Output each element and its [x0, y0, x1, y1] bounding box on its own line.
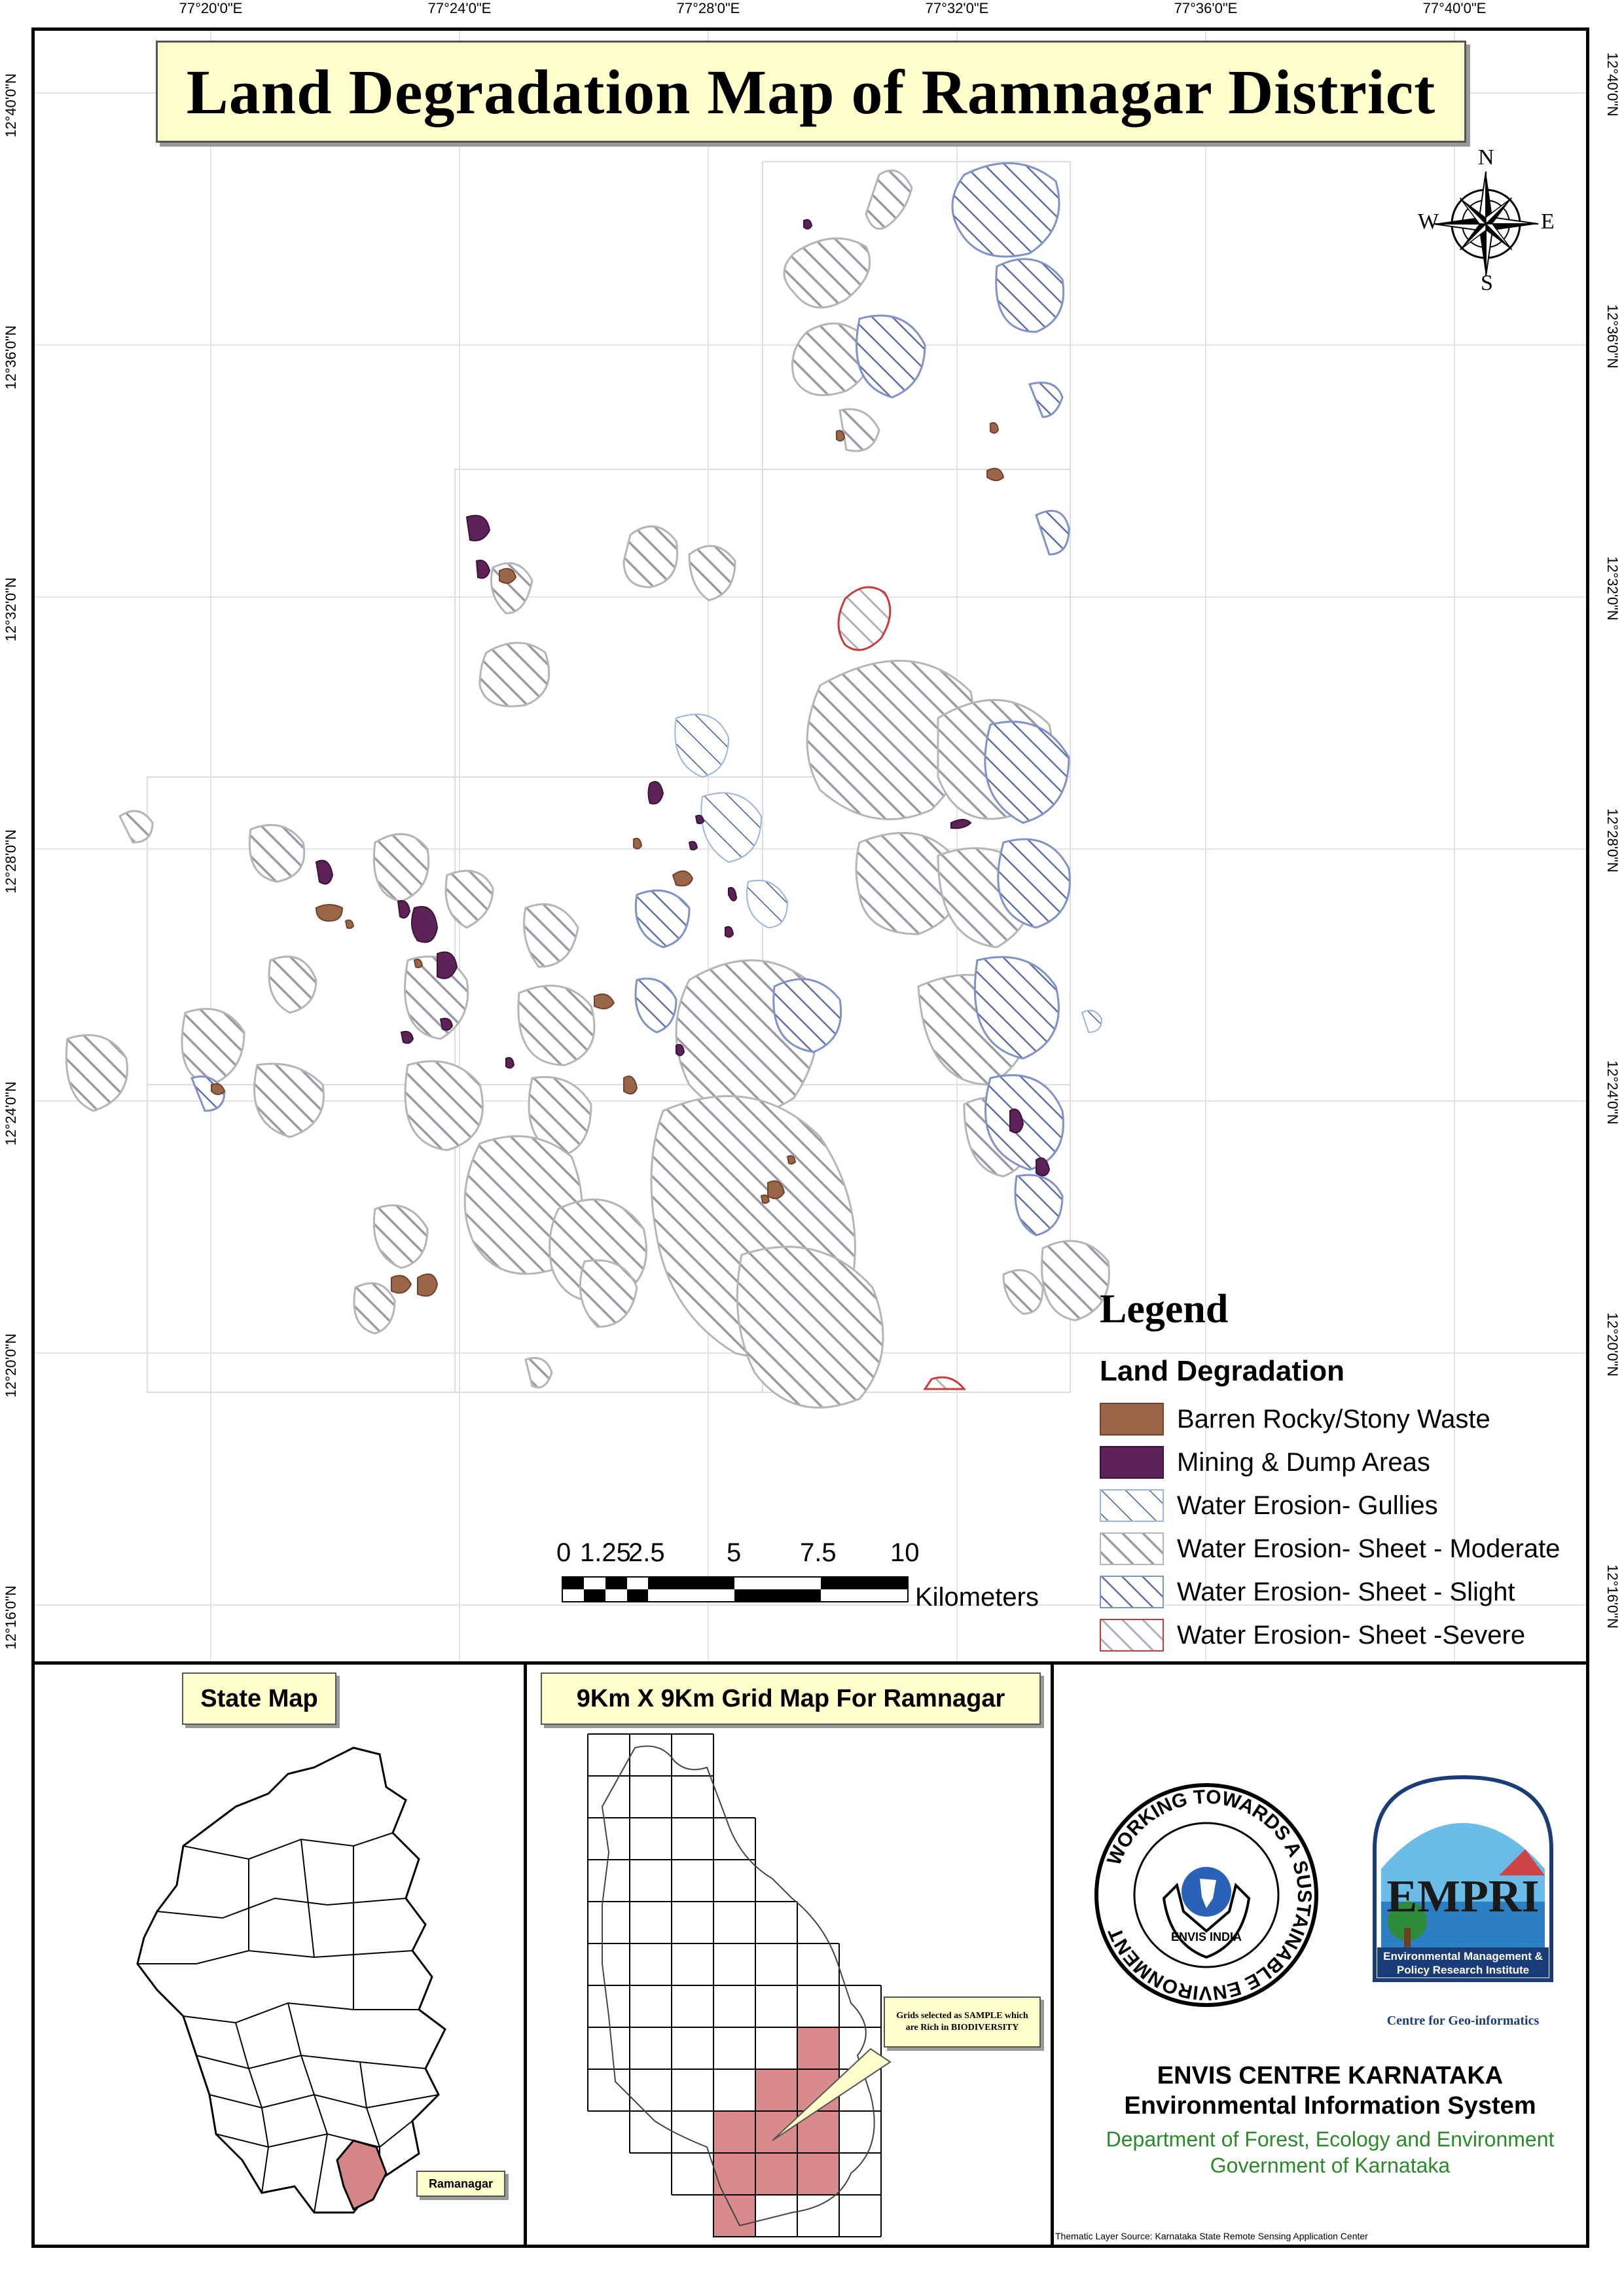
scale-label: 5	[727, 1538, 742, 1567]
envis-center-text: ENVIS INDIA	[1171, 1930, 1242, 1943]
data-source-note: Thematic Layer Source: Karnataka State R…	[1055, 2231, 1368, 2241]
scale-bar-graphic	[562, 1576, 909, 1602]
lat-tick: 12°20'0"N	[3, 1333, 19, 1398]
envis-system-name: Environmental Information System	[1124, 2092, 1536, 2120]
karnataka-state-map	[136, 1746, 446, 2214]
legend-label: Water Erosion- Sheet -Severe	[1177, 1620, 1526, 1650]
empri-logo: EMPRI	[1373, 1775, 1553, 1982]
lat-tick: 12°16'0"N	[3, 1585, 19, 1650]
legend-label: Mining & Dump Areas	[1177, 1447, 1430, 1477]
gully-areas	[674, 714, 1103, 1034]
map-frame	[31, 27, 1589, 2248]
legend-swatch	[1100, 1532, 1164, 1565]
lon-tick: 77°40'0"E	[1422, 0, 1487, 16]
legend-swatch	[1100, 1403, 1164, 1436]
lat-tick: 12°32'0"N	[3, 577, 19, 642]
legend-item: Water Erosion- Sheet - Slight	[1100, 1574, 1515, 1610]
legend-swatch	[1100, 1489, 1164, 1522]
grid-map-title: 9Km X 9Km Grid Map For Ramnagar	[541, 1672, 1041, 1725]
scale-label: 0	[556, 1538, 571, 1567]
department-name: Department of Forest, Ecology and Enviro…	[1106, 2127, 1555, 2151]
barren-rocky-areas	[211, 422, 1005, 1297]
legend-subtitle: Land Degradation	[1100, 1355, 1345, 1387]
map-title-box: Land Degradation Map of Ramnagar Distric…	[156, 41, 1466, 143]
sheet-severe-areas	[837, 586, 967, 1390]
scale-label: 2.5	[628, 1538, 665, 1567]
mining-dump-areas	[315, 219, 1051, 1176]
south-label: S	[1481, 271, 1493, 295]
empri-caption: Environmental Management & Policy Resear…	[1383, 1950, 1543, 1976]
lat-tick: 12°20'0"N	[1604, 1312, 1621, 1377]
degradation-map-canvas	[35, 31, 1586, 1664]
panel-divider	[31, 1661, 1589, 1665]
legend-item: Barren Rocky/Stony Waste	[1100, 1401, 1490, 1437]
ramanagar-highlight	[336, 2139, 388, 2211]
lon-tick: 77°20'0"E	[179, 0, 243, 16]
lat-tick: 12°24'0"N	[3, 1081, 19, 1146]
legend-label: Water Erosion- Gullies	[1177, 1491, 1438, 1520]
grid-map	[587, 1733, 882, 2237]
legend-swatch	[1100, 1619, 1164, 1652]
scale-label: 7.5	[800, 1538, 837, 1567]
legend-label: Water Erosion- Sheet - Moderate	[1177, 1534, 1561, 1563]
scale-label: 1.25	[580, 1538, 631, 1567]
state-map-title: State Map	[182, 1672, 336, 1725]
legend-item: Water Erosion- Sheet -Severe	[1100, 1617, 1525, 1653]
legend-label: Water Erosion- Sheet - Slight	[1177, 1577, 1515, 1606]
scale-unit: Kilometers	[915, 1583, 1039, 1612]
panel-divider	[524, 1663, 527, 2248]
grid-callout-pointer	[772, 2048, 892, 2141]
lat-tick: 12°32'0"N	[1604, 556, 1621, 621]
lat-tick: 12°16'0"N	[1604, 1564, 1621, 1629]
legend-label: Barren Rocky/Stony Waste	[1177, 1404, 1490, 1434]
lon-tick: 77°24'0"E	[427, 0, 492, 16]
lat-tick: 12°36'0"N	[3, 325, 19, 389]
lat-tick: 12°40'0"N	[1604, 52, 1621, 117]
lon-tick: 77°28'0"E	[676, 0, 740, 16]
state-map-callout: Ramanagar	[416, 2171, 505, 2197]
lon-tick: 77°32'0"E	[925, 0, 989, 16]
legend-swatch	[1100, 1576, 1164, 1608]
lat-tick: 12°28'0"N	[3, 829, 19, 894]
legend-title: Legend	[1100, 1287, 1229, 1331]
legend-swatch	[1100, 1446, 1164, 1479]
envis-centre-name: ENVIS CENTRE KARNATAKA	[1157, 2062, 1504, 2089]
lat-tick: 12°24'0"N	[1604, 1060, 1621, 1125]
lat-tick: 12°40'0"N	[3, 73, 19, 137]
legend-item: Mining & Dump Areas	[1100, 1444, 1430, 1481]
empri-subcaption: Centre for Geo-informatics	[1386, 2014, 1540, 2028]
north-label: N	[1478, 145, 1494, 170]
east-label: E	[1541, 209, 1555, 234]
lon-tick: 77°36'0"E	[1174, 0, 1238, 16]
scale-label: 10	[890, 1538, 920, 1567]
grid-map-callout: Grids selected as SAMPLE which are Rich …	[884, 1997, 1041, 2048]
west-label: W	[1418, 209, 1439, 234]
lat-tick: 12°28'0"N	[1604, 808, 1621, 873]
empri-letters: EMPRI	[1386, 1871, 1539, 1922]
sheet-slight-areas	[190, 162, 1071, 1237]
legend-item: Water Erosion- Sheet - Moderate	[1100, 1530, 1560, 1567]
sheet-moderate-areas	[65, 169, 1110, 1409]
envis-logo: WORKING TOWARDS A SUSTAINABLE ENVIRONMEN…	[1094, 1783, 1318, 2007]
panel-divider	[1051, 1663, 1054, 2248]
government-name: Government of Karnataka	[1210, 2154, 1451, 2177]
lat-tick: 12°36'0"N	[1604, 304, 1621, 369]
legend-item: Water Erosion- Gullies	[1100, 1487, 1438, 1524]
map-title: Land Degradation Map of Ramnagar Distric…	[186, 56, 1436, 127]
compass-rose-icon	[1433, 171, 1539, 277]
